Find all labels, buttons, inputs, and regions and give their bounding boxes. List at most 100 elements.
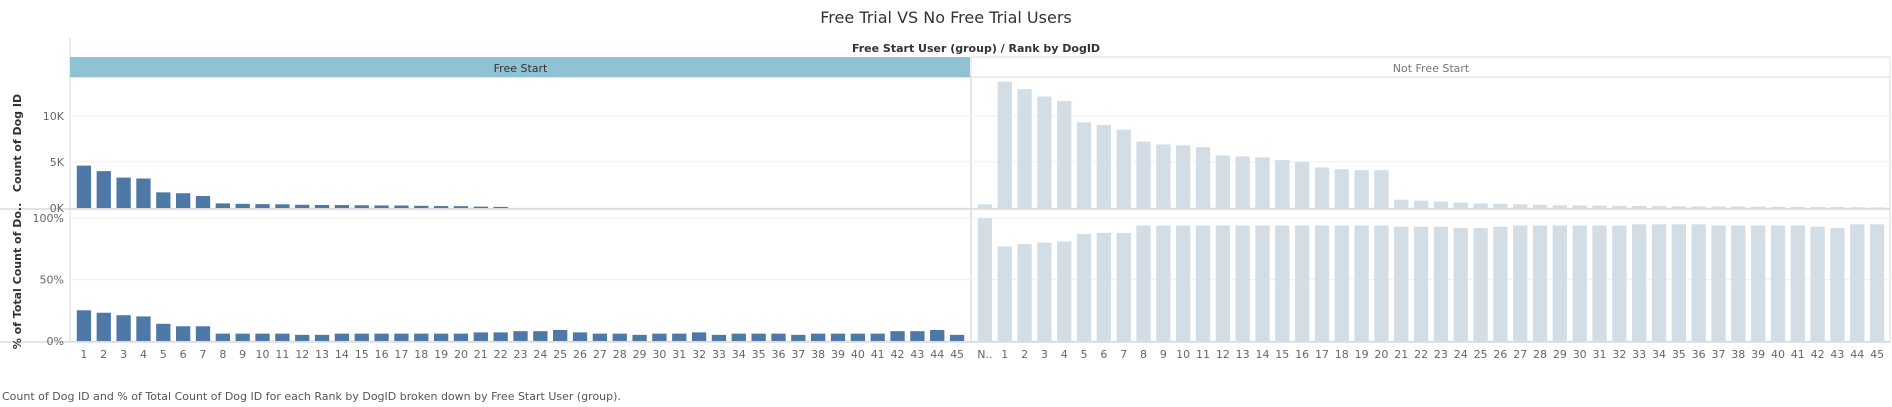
bar-pct	[334, 333, 350, 341]
bar-count	[1790, 206, 1805, 208]
bar-count	[1057, 101, 1072, 208]
x-tick-label: 32	[1612, 348, 1626, 361]
chart-frame: Free Start Not Free Start 0K 5K 10K Count of …	[0, 38, 1891, 349]
bar-count	[1275, 160, 1290, 208]
x-tick-label: 31	[1593, 348, 1607, 361]
x-tick-label: 21	[474, 348, 488, 361]
x-tick-label: 2	[1021, 348, 1028, 361]
bar-pct	[394, 333, 409, 341]
bar-count	[314, 204, 330, 208]
x-tick-label: 34	[1652, 348, 1666, 361]
x-tick-label: 8	[219, 348, 226, 361]
bar-count	[1195, 147, 1211, 208]
x-tick-label: 37	[791, 348, 805, 361]
bar-count	[1572, 205, 1587, 208]
x-tick-label: 1	[80, 348, 87, 361]
x-tick-label: 24	[533, 348, 547, 361]
x-tick-label: 1	[1001, 348, 1008, 361]
x-tick-label: 4	[1061, 348, 1068, 361]
bar-pct	[295, 334, 310, 341]
x-tick-label: 23	[1434, 348, 1448, 361]
bar-count	[1294, 161, 1310, 208]
bar-pct	[1235, 225, 1250, 341]
bar-pct	[314, 334, 330, 341]
x-tick-label: 37	[1711, 348, 1725, 361]
bar-pct	[96, 312, 111, 341]
x-tick-label: 16	[1295, 348, 1309, 361]
x-tick-label: 33	[1632, 348, 1646, 361]
bar-count	[1116, 129, 1131, 208]
x-tick-label: 13	[315, 348, 329, 361]
bar-count	[1513, 204, 1528, 208]
bar-count	[1493, 203, 1508, 208]
bar-count	[1671, 206, 1686, 208]
bar-count	[1255, 157, 1270, 208]
x-tick-label: 22	[494, 348, 508, 361]
bar-pct	[553, 329, 568, 341]
bar-count	[374, 205, 389, 208]
bar-pct	[136, 316, 151, 341]
bar-pct	[1671, 224, 1686, 341]
bar-pct	[414, 333, 429, 341]
group-header-label: Free Start	[494, 62, 548, 75]
bar-count	[1334, 169, 1349, 208]
bar-count	[1433, 201, 1449, 208]
x-tick-label: 39	[1751, 348, 1765, 361]
x-tick-label: 19	[434, 348, 448, 361]
bar-pct	[1294, 225, 1310, 341]
bar-pct	[513, 331, 528, 341]
x-tick-label: 6	[1100, 348, 1107, 361]
bar-pct	[116, 315, 131, 341]
bar-pct	[751, 333, 766, 341]
bar-pct	[1037, 242, 1052, 341]
bar-pct	[176, 326, 191, 341]
bar-count	[1632, 205, 1647, 208]
bar-pct	[572, 332, 588, 341]
bar-pct	[1810, 226, 1825, 341]
bar-count	[1869, 207, 1885, 208]
bar-pct	[1116, 232, 1131, 341]
bar-pct	[1096, 232, 1112, 341]
x-tick-label: 45	[950, 348, 964, 361]
bar-count	[334, 205, 350, 208]
y-tick-label: 0K	[50, 202, 65, 215]
x-tick-label: 5	[1081, 348, 1088, 361]
x-tick-label: 8	[1140, 348, 1147, 361]
y-tick-label: 5K	[50, 156, 65, 169]
x-tick-label: 26	[573, 348, 587, 361]
bar-pct	[930, 329, 945, 341]
chart-marks: 1 2 3 4 5 6 7 8 9 10 11 12 13 14 15 16 17 18 19 20 21 22 23 24 2…	[76, 81, 1885, 361]
bar-pct	[1374, 225, 1389, 341]
bar-pct	[612, 333, 627, 341]
bar-count	[1830, 207, 1845, 208]
x-tick-label: 42	[1811, 348, 1825, 361]
bar-pct	[1354, 225, 1369, 341]
bar-count	[1235, 156, 1250, 208]
x-tick-label: 17	[394, 348, 408, 361]
x-tick-label: 22	[1414, 348, 1428, 361]
x-tick-label: 5	[160, 348, 167, 361]
bar-pct	[1513, 225, 1528, 341]
bar-count	[1691, 206, 1706, 208]
x-tick-label: 7	[199, 348, 206, 361]
bar-count	[1592, 205, 1607, 208]
bar-pct	[711, 334, 727, 341]
x-tick-label: 35	[1672, 348, 1686, 361]
bar-count	[255, 204, 270, 208]
x-tick-label: 12	[295, 348, 309, 361]
bar-pct	[473, 332, 488, 341]
bar-count	[1731, 206, 1746, 208]
bar-count	[1374, 170, 1389, 208]
bar-count	[116, 177, 131, 208]
y-tick-label: 50%	[40, 274, 64, 287]
bar-count	[1750, 206, 1766, 208]
x-tick-label: 3	[1041, 348, 1048, 361]
bar-pct	[850, 333, 865, 341]
y-tick-label: 0%	[47, 335, 64, 348]
group-header-1	[970, 56, 1891, 78]
x-tick-label: 19	[1355, 348, 1369, 361]
bar-count	[1770, 206, 1786, 208]
x-tick-label: 32	[692, 348, 706, 361]
x-tick-label: 3	[120, 348, 127, 361]
bar-pct	[1394, 226, 1409, 341]
